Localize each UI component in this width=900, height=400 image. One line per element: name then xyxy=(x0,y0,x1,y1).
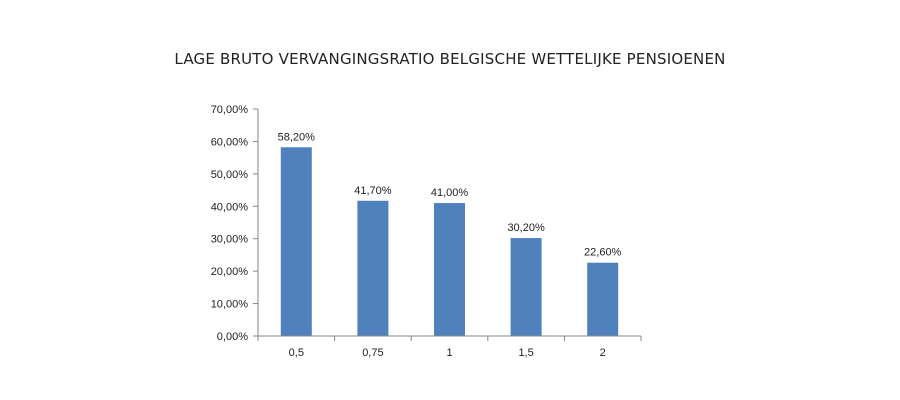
x-tick-label: 1,5 xyxy=(518,347,533,359)
y-tick-label: 40,00% xyxy=(211,201,249,213)
y-tick-label: 10,00% xyxy=(211,299,249,311)
axes xyxy=(257,109,641,337)
bar xyxy=(510,238,542,336)
data-label: 30,20% xyxy=(507,222,545,234)
bar xyxy=(587,262,619,336)
x-tick-label: 2 xyxy=(600,347,606,359)
x-tick-label: 0,5 xyxy=(289,347,304,359)
y-tick-label: 20,00% xyxy=(211,266,249,278)
data-label: 41,00% xyxy=(431,187,469,199)
y-tick-label: 0,00% xyxy=(217,331,248,343)
bar xyxy=(280,147,312,336)
data-label: 58,20% xyxy=(278,131,316,143)
y-tick-label: 50,00% xyxy=(211,169,249,181)
data-labels: 58,20% 41,70% 41,00% 30,20% 22,60% xyxy=(278,131,622,258)
x-axis-ticks: 0,5 0,75 1 1,5 2 xyxy=(257,336,642,359)
data-label: 41,70% xyxy=(354,185,392,197)
data-label: 22,60% xyxy=(584,247,622,259)
chart-title: LAGE BRUTO VERVANGINGSRATIO BELGISCHE WE… xyxy=(174,50,726,68)
bar xyxy=(434,203,465,336)
y-tick-label: 30,00% xyxy=(211,234,249,246)
x-tick-label: 1 xyxy=(446,347,452,359)
y-tick-label: 70,00% xyxy=(211,104,249,116)
y-tick-label: 60,00% xyxy=(211,136,249,148)
y-axis-ticks: 0,00% 10,00% 20,00% 30,00% 40,00% 50,00% 60,00… xyxy=(211,104,258,343)
bars xyxy=(280,147,619,336)
x-tick-label: 0,75 xyxy=(362,347,383,359)
bar xyxy=(357,200,389,336)
